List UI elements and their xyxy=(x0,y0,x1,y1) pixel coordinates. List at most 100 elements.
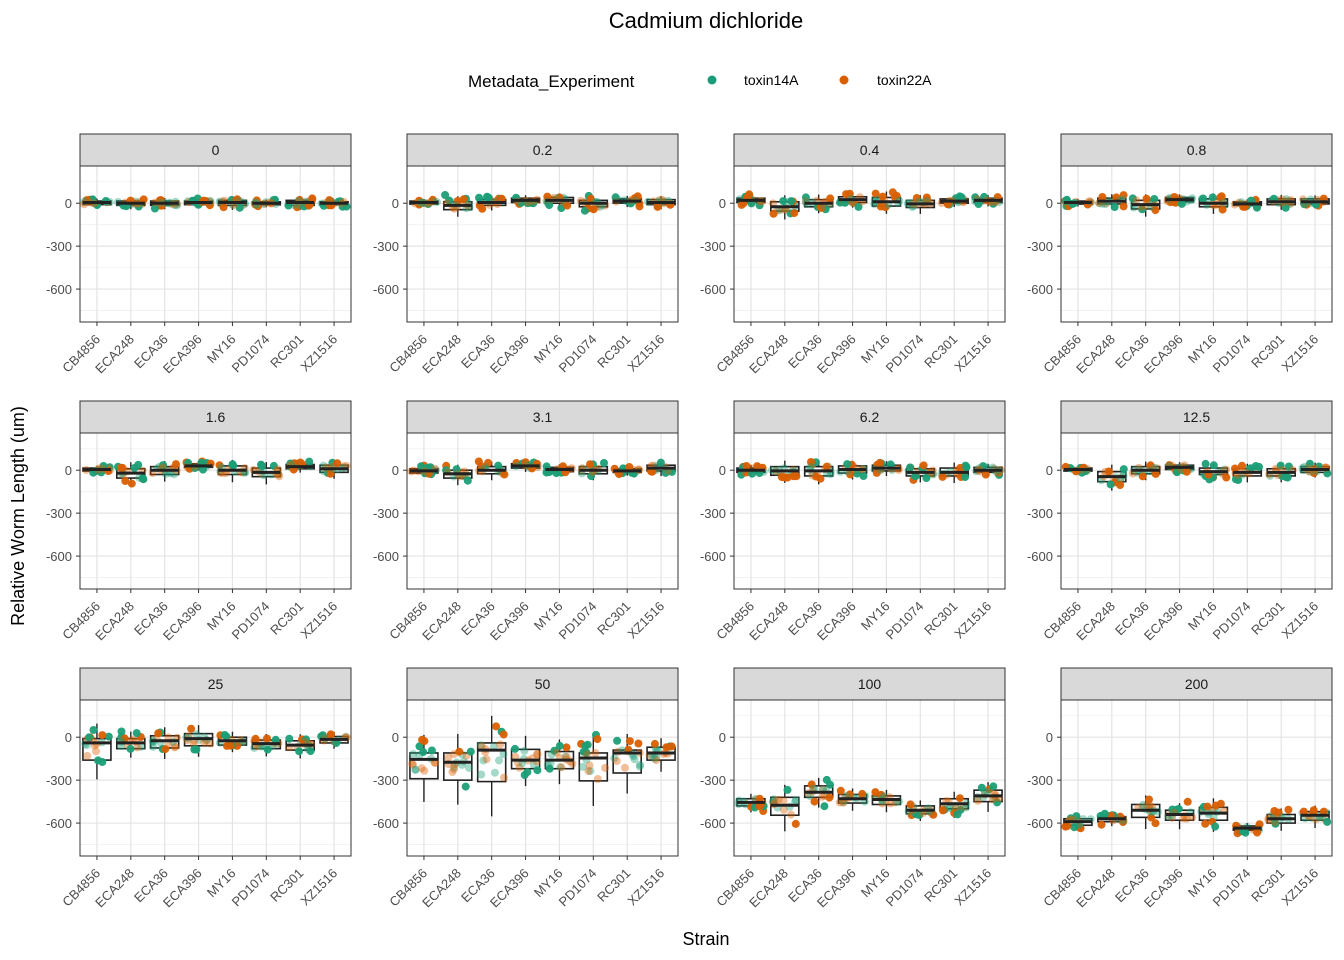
data-point xyxy=(653,202,662,211)
box-CB4856 xyxy=(407,461,441,479)
data-point xyxy=(906,463,915,472)
data-point xyxy=(545,764,554,773)
data-point xyxy=(1253,828,1262,837)
data-point xyxy=(938,806,947,815)
box-RC301 xyxy=(610,463,644,479)
box-ECA36 xyxy=(1130,795,1162,829)
data-point xyxy=(974,200,983,208)
data-point xyxy=(1284,805,1293,814)
data-point xyxy=(1168,805,1177,814)
y-tick-label: -300 xyxy=(373,506,399,521)
data-point xyxy=(477,462,486,471)
data-point xyxy=(263,734,271,743)
x-tick-label: PD1074 xyxy=(556,866,600,910)
y-tick-label: -300 xyxy=(46,239,72,254)
data-point xyxy=(1174,804,1183,813)
panel-background xyxy=(734,433,1005,589)
panel-border xyxy=(79,165,352,323)
x-tick-label: XZ1516 xyxy=(297,332,340,375)
data-point xyxy=(1151,206,1160,215)
data-point xyxy=(652,756,661,765)
box-CB4856 xyxy=(736,462,768,479)
data-point xyxy=(1211,801,1220,810)
data-point xyxy=(533,750,542,759)
data-point xyxy=(875,458,884,467)
panel-border xyxy=(79,699,352,857)
panel-background xyxy=(80,433,351,589)
data-point xyxy=(822,462,831,471)
panel-border xyxy=(1060,699,1333,857)
data-point xyxy=(807,780,816,789)
data-point xyxy=(419,748,428,757)
data-point xyxy=(981,470,990,479)
data-point xyxy=(466,747,475,756)
data-point xyxy=(1128,194,1137,203)
panel-border xyxy=(733,699,1006,857)
data-point xyxy=(83,751,92,760)
box-ECA248 xyxy=(442,461,473,486)
data-point xyxy=(836,786,845,795)
box-ECA396 xyxy=(510,458,542,473)
data-point xyxy=(1311,815,1320,824)
data-point xyxy=(1098,193,1107,201)
data-point xyxy=(529,760,538,769)
data-point xyxy=(200,738,209,747)
data-point xyxy=(557,763,566,772)
box-CB4856 xyxy=(408,734,440,802)
data-point xyxy=(206,739,215,748)
y-tick-label: -300 xyxy=(1027,773,1053,788)
panel-background xyxy=(734,700,1005,856)
box-RC301 xyxy=(937,192,969,209)
data-point xyxy=(333,459,342,468)
box-XZ1516 xyxy=(645,458,676,477)
data-point xyxy=(170,470,179,479)
data-point xyxy=(121,477,130,485)
legend-label-toxin22A: toxin22A xyxy=(877,72,932,88)
y-tick-label: 0 xyxy=(65,196,72,211)
data-point xyxy=(496,740,505,749)
data-point xyxy=(1145,801,1154,810)
x-tick-label: PD1074 xyxy=(883,866,927,910)
data-point xyxy=(813,471,822,479)
data-point xyxy=(648,467,657,476)
data-point xyxy=(1218,205,1227,214)
data-point xyxy=(816,474,825,483)
data-point xyxy=(408,759,417,768)
box-XZ1516 xyxy=(972,462,1005,479)
data-point xyxy=(1142,194,1151,203)
data-point xyxy=(1283,473,1292,482)
box-XZ1516 xyxy=(1298,805,1332,828)
data-point xyxy=(500,470,509,479)
data-point xyxy=(635,202,644,211)
data-point xyxy=(523,768,532,777)
data-point xyxy=(306,747,315,756)
data-point xyxy=(610,754,619,763)
data-point xyxy=(318,731,327,740)
panel-background xyxy=(80,700,351,856)
panel-background xyxy=(80,166,351,322)
y-tick-label: 0 xyxy=(719,196,726,211)
data-point xyxy=(779,197,788,206)
data-point xyxy=(859,472,868,480)
data-point xyxy=(545,201,554,210)
data-point xyxy=(1323,469,1332,478)
data-point xyxy=(613,736,622,745)
data-point xyxy=(482,755,491,764)
data-point xyxy=(771,796,780,805)
data-point xyxy=(650,739,659,748)
data-point xyxy=(220,731,229,739)
facet-strip xyxy=(733,400,1006,434)
data-point xyxy=(1183,797,1192,806)
data-point xyxy=(1072,812,1081,821)
data-point xyxy=(652,753,661,761)
data-point xyxy=(1151,469,1160,478)
box-ECA36 xyxy=(803,775,835,811)
box-ECA36 xyxy=(1128,461,1162,481)
box-CB4856 xyxy=(80,195,114,210)
y-tick-label: 0 xyxy=(65,463,72,478)
box-ECA248 xyxy=(769,195,800,220)
data-point xyxy=(667,742,676,751)
data-point xyxy=(582,748,591,757)
y-tick-label: 0 xyxy=(392,196,399,211)
